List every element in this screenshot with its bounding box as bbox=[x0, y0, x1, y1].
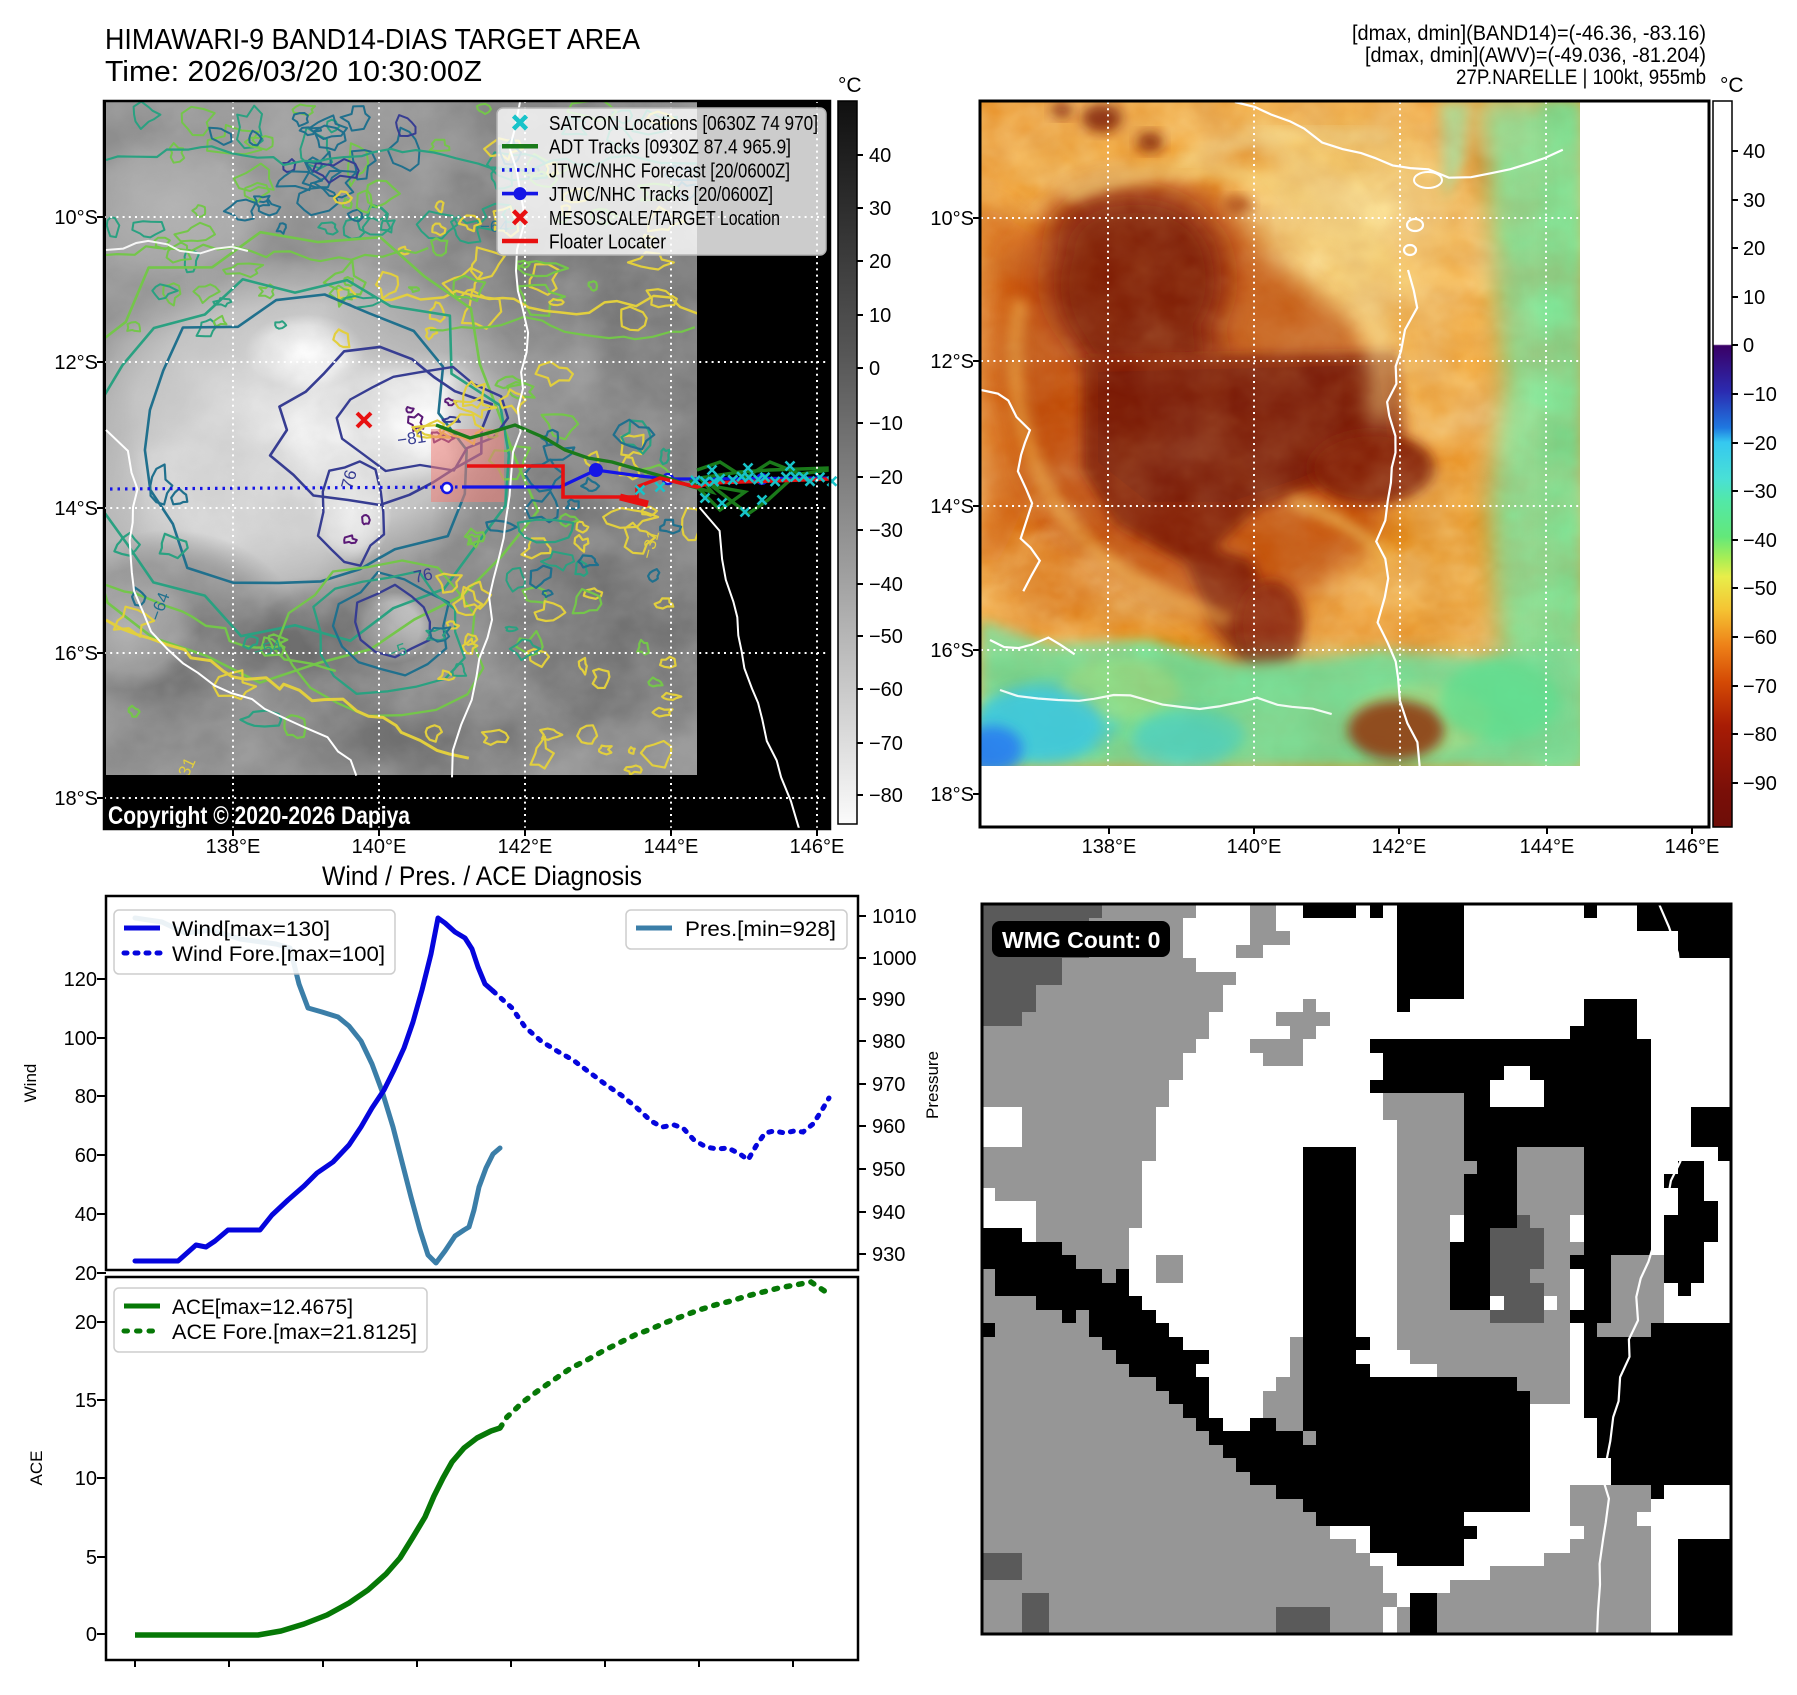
svg-text:−10: −10 bbox=[869, 413, 903, 435]
svg-text:−81: −81 bbox=[396, 427, 427, 450]
svg-text:JTWC/NHC Forecast [20/0600Z]: JTWC/NHC Forecast [20/0600Z] bbox=[549, 159, 790, 182]
svg-text:27P.NARELLE | 100kt, 955mb: 27P.NARELLE | 100kt, 955mb bbox=[1456, 66, 1706, 89]
svg-text:970: 970 bbox=[872, 1074, 905, 1096]
svg-text:12°S: 12°S bbox=[54, 352, 98, 374]
svg-text:−40: −40 bbox=[1743, 530, 1777, 552]
svg-text:0: 0 bbox=[869, 358, 880, 380]
svg-text:−40: −40 bbox=[869, 574, 903, 596]
svg-text:[dmax, dmin](BAND14)=(-46.36,: [dmax, dmin](BAND14)=(-46.36, -83.16) bbox=[1352, 22, 1706, 45]
svg-text:142°E: 142°E bbox=[498, 836, 553, 858]
svg-text:−30: −30 bbox=[869, 520, 903, 542]
svg-text:40: 40 bbox=[75, 1204, 97, 1226]
svg-text:14°S: 14°S bbox=[54, 498, 98, 520]
svg-text:1000: 1000 bbox=[872, 948, 917, 970]
svg-text:JTWC/NHC Tracks [20/0600Z]: JTWC/NHC Tracks [20/0600Z] bbox=[549, 183, 773, 206]
svg-text:0: 0 bbox=[1743, 335, 1754, 357]
svg-text:0: 0 bbox=[86, 1624, 97, 1646]
svg-text:20: 20 bbox=[869, 251, 891, 273]
svg-text:10°S: 10°S bbox=[930, 208, 974, 230]
svg-text:HIMAWARI-9 BAND14-DIAS TARGET: HIMAWARI-9 BAND14-DIAS TARGET AREA bbox=[105, 24, 640, 56]
svg-text:SATCON Locations [0630Z 74 970: SATCON Locations [0630Z 74 970] bbox=[549, 112, 818, 135]
svg-text:Time: 2026/03/20 10:30:00Z: Time: 2026/03/20 10:30:00Z bbox=[105, 56, 482, 88]
svg-text:138°E: 138°E bbox=[1082, 836, 1137, 858]
svg-text:30: 30 bbox=[869, 198, 891, 220]
svg-text:°C: °C bbox=[1720, 74, 1744, 97]
svg-text:Floater Locater: Floater Locater bbox=[549, 231, 666, 254]
svg-text:980: 980 bbox=[872, 1031, 905, 1053]
svg-text:76: 76 bbox=[338, 468, 361, 491]
svg-text:Pres.[min=928]: Pres.[min=928] bbox=[685, 918, 836, 941]
svg-text:16°S: 16°S bbox=[930, 640, 974, 662]
svg-text:10: 10 bbox=[869, 305, 891, 327]
svg-text:−80: −80 bbox=[869, 785, 903, 807]
svg-text:5: 5 bbox=[86, 1547, 97, 1569]
svg-text:30: 30 bbox=[1743, 190, 1765, 212]
svg-text:−60: −60 bbox=[869, 679, 903, 701]
svg-text:−10: −10 bbox=[1743, 384, 1777, 406]
svg-text:−70: −70 bbox=[869, 733, 903, 755]
svg-text:960: 960 bbox=[872, 1116, 905, 1138]
svg-text:930: 930 bbox=[872, 1244, 905, 1266]
svg-text:14°S: 14°S bbox=[930, 496, 974, 518]
svg-text:WMG Count: 0: WMG Count: 0 bbox=[1002, 927, 1160, 953]
svg-text:144°E: 144°E bbox=[1520, 836, 1575, 858]
svg-text:Copyright © 2020-2026 Dapiya: Copyright © 2020-2026 Dapiya bbox=[108, 802, 411, 830]
svg-text:10°S: 10°S bbox=[54, 207, 98, 229]
svg-text:Wind[max=130]: Wind[max=130] bbox=[172, 918, 330, 941]
svg-text:20: 20 bbox=[75, 1263, 97, 1285]
svg-text:60: 60 bbox=[75, 1145, 97, 1167]
svg-text:−60: −60 bbox=[1743, 627, 1777, 649]
svg-text:40: 40 bbox=[869, 145, 891, 167]
svg-text:−80: −80 bbox=[1743, 724, 1777, 746]
svg-text:18°S: 18°S bbox=[54, 788, 98, 810]
svg-text:10: 10 bbox=[75, 1468, 97, 1490]
svg-text:144°E: 144°E bbox=[644, 836, 699, 858]
svg-text:76: 76 bbox=[412, 564, 434, 587]
svg-text:100: 100 bbox=[64, 1028, 97, 1050]
svg-text:12°S: 12°S bbox=[930, 351, 974, 373]
svg-text:−70: −70 bbox=[1743, 676, 1777, 698]
svg-text:−30: −30 bbox=[1743, 481, 1777, 503]
svg-text:−50: −50 bbox=[869, 626, 903, 648]
svg-text:40: 40 bbox=[1743, 141, 1765, 163]
svg-text:146°E: 146°E bbox=[1665, 836, 1720, 858]
svg-text:ACE[max=12.4675]: ACE[max=12.4675] bbox=[172, 1296, 353, 1319]
svg-text:140°E: 140°E bbox=[1227, 836, 1282, 858]
svg-text:80: 80 bbox=[75, 1086, 97, 1108]
svg-text:18°S: 18°S bbox=[930, 784, 974, 806]
svg-text:−20: −20 bbox=[869, 467, 903, 489]
svg-text:16°S: 16°S bbox=[54, 643, 98, 665]
svg-text:ACE: ACE bbox=[27, 1451, 46, 1486]
svg-text:31: 31 bbox=[174, 755, 199, 780]
svg-text:140°E: 140°E bbox=[352, 836, 407, 858]
svg-text:Pressure: Pressure bbox=[923, 1051, 942, 1119]
svg-text:950: 950 bbox=[872, 1159, 905, 1181]
svg-text:120: 120 bbox=[64, 969, 97, 991]
svg-text:−90: −90 bbox=[1743, 773, 1777, 795]
svg-text:ADT Tracks [0930Z 87.4 965.9]: ADT Tracks [0930Z 87.4 965.9] bbox=[549, 136, 791, 159]
svg-text:146°E: 146°E bbox=[790, 836, 845, 858]
svg-text:−20: −20 bbox=[1743, 433, 1777, 455]
svg-text:940: 940 bbox=[872, 1202, 905, 1224]
svg-text:[dmax, dmin](AWV)=(-49.036, -8: [dmax, dmin](AWV)=(-49.036, -81.204) bbox=[1365, 44, 1706, 67]
svg-text:20: 20 bbox=[75, 1312, 97, 1334]
svg-text:MESOSCALE/TARGET Location: MESOSCALE/TARGET Location bbox=[549, 207, 780, 230]
svg-text:Wind: Wind bbox=[21, 1064, 40, 1103]
svg-text:°C: °C bbox=[838, 74, 862, 97]
svg-text:1010: 1010 bbox=[872, 906, 917, 928]
svg-text:990: 990 bbox=[872, 989, 905, 1011]
svg-text:10: 10 bbox=[1743, 287, 1765, 309]
svg-text:142°E: 142°E bbox=[1372, 836, 1427, 858]
svg-text:138°E: 138°E bbox=[206, 836, 261, 858]
svg-text:15: 15 bbox=[75, 1390, 97, 1412]
svg-text:20: 20 bbox=[1743, 238, 1765, 260]
svg-text:−50: −50 bbox=[1743, 578, 1777, 600]
svg-text:Wind / Pres. / ACE Diagnosis: Wind / Pres. / ACE Diagnosis bbox=[322, 861, 642, 891]
svg-text:Wind Fore.[max=100]: Wind Fore.[max=100] bbox=[172, 943, 385, 966]
svg-text:ACE Fore.[max=21.8125]: ACE Fore.[max=21.8125] bbox=[172, 1321, 417, 1344]
